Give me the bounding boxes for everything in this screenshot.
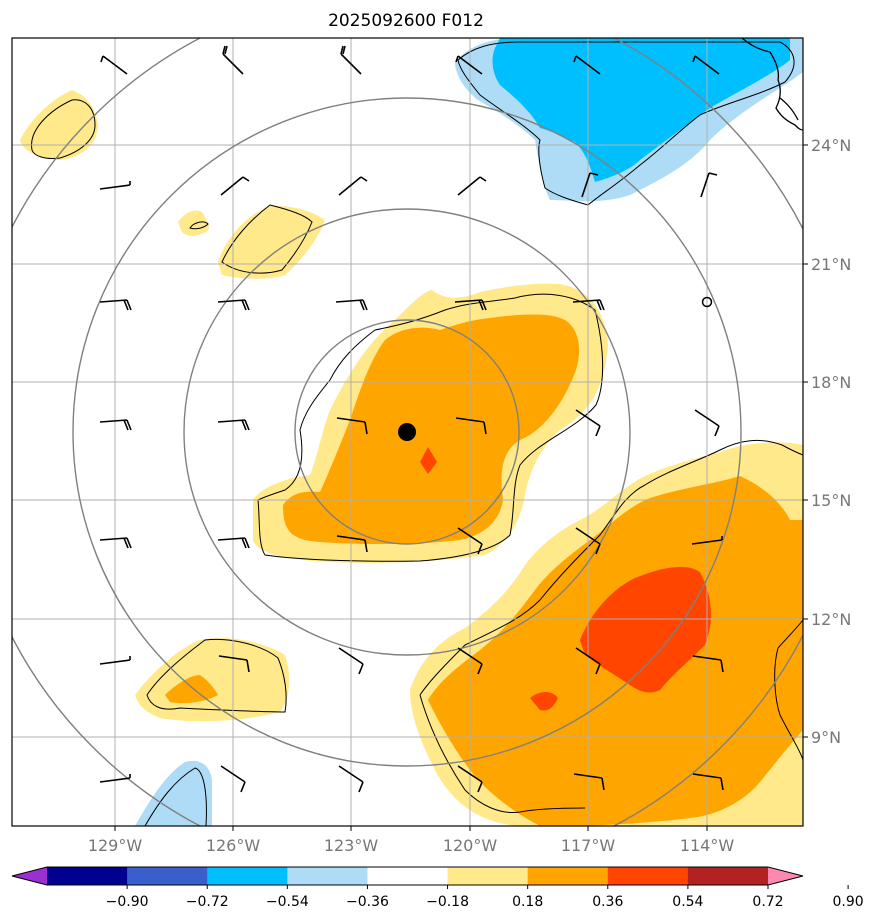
- lat-label: 24°N: [811, 136, 851, 155]
- map-frame: [11, 37, 804, 827]
- colorbar-segment: [687, 867, 769, 885]
- wind-barb-icon: [573, 55, 601, 75]
- wind-barb-icon: [340, 45, 362, 75]
- wind-barb-icon: [575, 527, 601, 555]
- storm-center-marker: [398, 423, 416, 441]
- positive-anomaly-central-orange: [283, 314, 580, 545]
- colorbar-label: −0.36: [346, 894, 389, 910]
- lon-label: 123°W: [324, 836, 379, 855]
- positive-anomaly-patch: [218, 205, 325, 279]
- wind-barb-icon: [692, 773, 724, 791]
- wind-barb-icon: [99, 537, 132, 549]
- colorbar-label: 0.72: [752, 894, 783, 910]
- colorbar-segment: [47, 867, 128, 885]
- wind-barb-icon: [338, 176, 368, 196]
- range-rings: [12, 38, 803, 826]
- colorbar-outline: [11, 866, 804, 886]
- positive-anomaly-patch: [20, 90, 98, 160]
- wind-barb-icon: [694, 409, 720, 437]
- positive-anomaly-southeast-red-small: [530, 692, 558, 711]
- wind-barb-icon: [220, 765, 246, 793]
- lat-label: 12°N: [811, 610, 851, 629]
- lat-label: 21°N: [811, 255, 851, 274]
- colorbar-label: 0.54: [672, 894, 703, 910]
- negative-anomaly-region-small: [135, 760, 212, 826]
- wind-barb-icon: [100, 55, 128, 75]
- wind-barbs: [99, 45, 724, 793]
- wind-barb-icon: [457, 527, 483, 555]
- wind-barb-icon: [99, 656, 131, 665]
- wind-barb-icon: [575, 409, 601, 437]
- latitude-labels: 24°N 21°N 18°N 15°N 12°N 9°N: [811, 136, 851, 747]
- wind-barb-icon: [457, 765, 483, 793]
- wind-barb-icon: [700, 172, 718, 198]
- wind-barb-icon: [217, 419, 250, 431]
- wind-barb-icon: [220, 176, 250, 196]
- colorbar-segment: [367, 867, 449, 885]
- wind-barb-icon: [99, 181, 131, 190]
- wind-barb-icon: [575, 647, 601, 675]
- wind-barb-icon: [336, 535, 368, 553]
- colorbar: −0.90 −0.72 −0.54 −0.36 −0.18 0.18 0.36 0.54 0.7…: [11, 866, 864, 910]
- colorbar-extend-high: [768, 867, 803, 885]
- wind-barb-icon: [691, 536, 723, 545]
- lon-label: 117°W: [561, 836, 616, 855]
- colorbar-segment: [447, 867, 529, 885]
- colorbar-extend-low: [12, 867, 47, 885]
- wind-barb-icon: [454, 299, 487, 311]
- wind-barb-icon: [335, 299, 368, 311]
- lat-label: 9°N: [811, 728, 841, 747]
- wind-barb-icon: [338, 765, 364, 793]
- lon-label: 114°W: [680, 836, 735, 855]
- colorbar-segment: [127, 867, 208, 885]
- wind-barb-icon: [99, 419, 132, 431]
- wind-barb-icon: [222, 45, 244, 75]
- colorbar-label: 0.36: [592, 894, 623, 910]
- axis-ticks: [114, 144, 808, 831]
- positive-anomaly-patch-orange: [165, 675, 218, 704]
- wind-barb-icon: [581, 172, 599, 198]
- lon-label: 129°W: [88, 836, 143, 855]
- colorbar-label: −0.54: [266, 894, 309, 910]
- colorbar-segment: [287, 867, 368, 885]
- map-area: [12, 38, 803, 826]
- lat-label: 15°N: [811, 491, 851, 510]
- lon-label: 120°W: [443, 836, 498, 855]
- graticule: [12, 38, 803, 826]
- longitude-labels: 129°W 126°W 123°W 120°W 117°W 114°W: [88, 836, 735, 855]
- wind-barb-icon: [338, 647, 364, 675]
- wind-barb-icon: [455, 417, 487, 435]
- wind-barb-icon: [573, 773, 605, 791]
- colorbar-label: 0.90: [833, 894, 864, 910]
- positive-anomaly-central-red: [420, 447, 437, 474]
- wind-barb-icon: [217, 537, 250, 549]
- wind-barb-icon: [572, 299, 605, 311]
- wind-barb-icon: [217, 299, 250, 311]
- wind-barb-icon: [457, 176, 487, 196]
- positive-anomaly-southeast-red: [580, 566, 712, 693]
- colorbar-segment: [207, 867, 288, 885]
- wind-barb-icon: [99, 774, 131, 783]
- wind-barb-icon: [692, 655, 724, 673]
- wind-barb-icon: [218, 655, 250, 673]
- wind-barb-icon: [99, 299, 132, 311]
- figure-title: 2025092600 F012: [328, 11, 484, 31]
- wind-barb-icon: [692, 55, 720, 75]
- positive-anomaly-patch: [178, 210, 209, 236]
- negative-anomaly-region-dark: [492, 38, 790, 182]
- colorbar-label: −0.72: [186, 894, 229, 910]
- colorbar-label: −0.90: [106, 894, 149, 910]
- colorbar-segment: [527, 867, 609, 885]
- lat-label: 18°N: [811, 373, 851, 392]
- calm-wind-circle-icon: [701, 296, 713, 308]
- wind-barb-icon: [457, 647, 483, 675]
- colorbar-label: 0.18: [512, 894, 543, 910]
- lon-label: 126°W: [206, 836, 261, 855]
- colorbar-label: −0.18: [426, 894, 469, 910]
- coastline: [741, 38, 803, 131]
- wind-barb-icon: [336, 417, 368, 435]
- colorbar-segment: [607, 867, 689, 885]
- wind-barb-icon: [455, 55, 483, 75]
